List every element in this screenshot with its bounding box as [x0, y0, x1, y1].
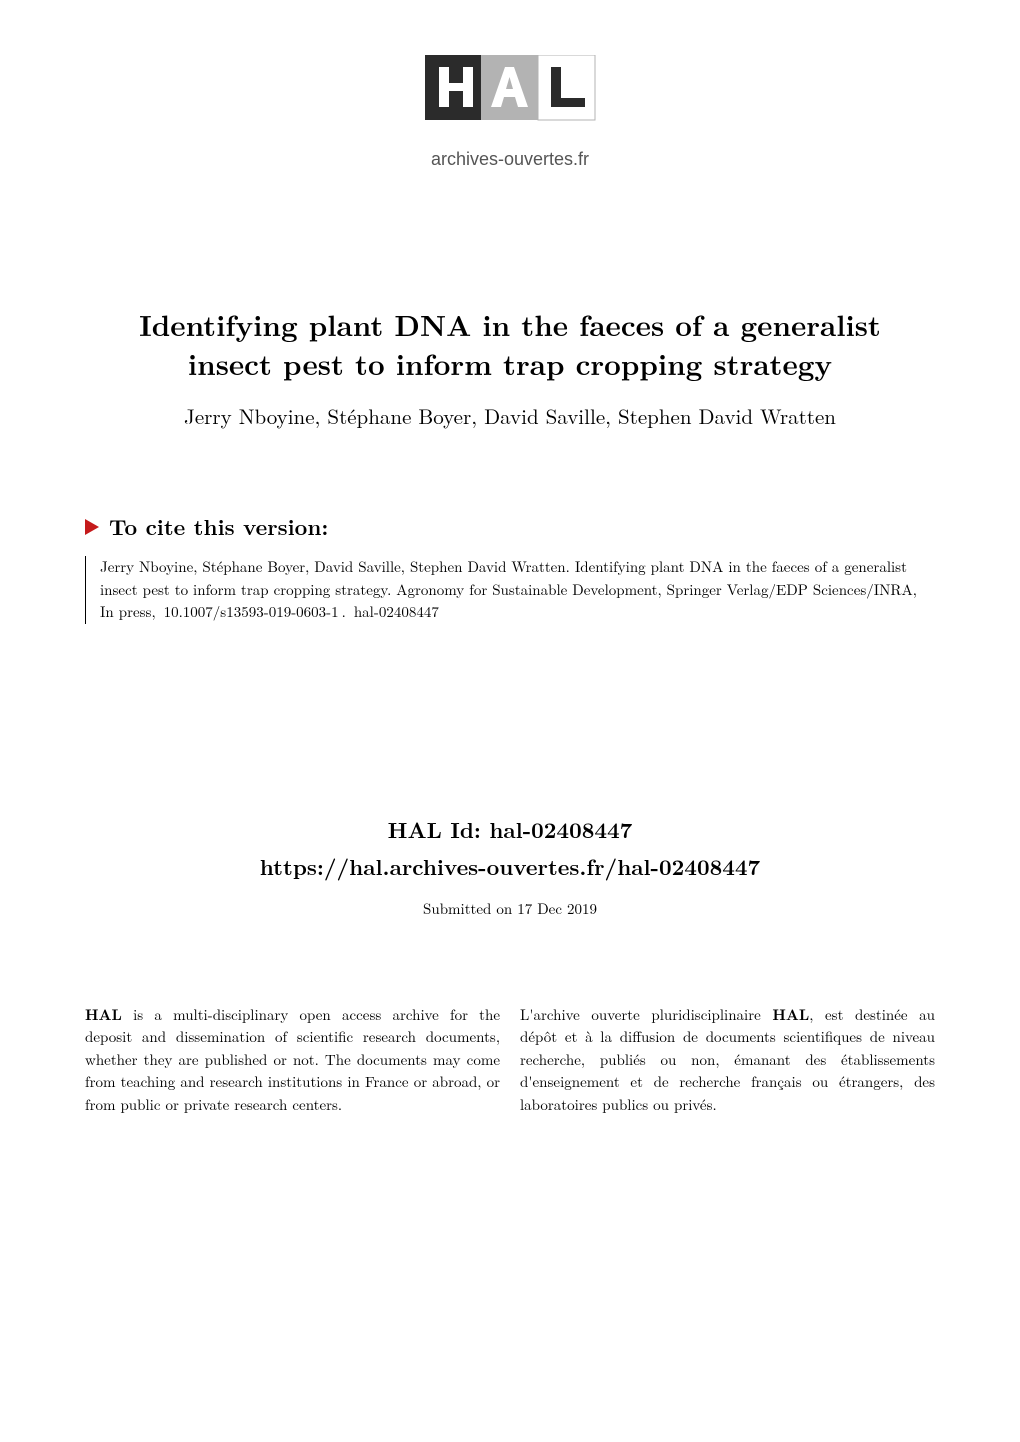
- submitted-date: Submitted on 17 Dec 2019: [0, 898, 1020, 919]
- cite-body: Jerry Nboyine, Stéphane Boyer, David Sav…: [85, 556, 935, 624]
- title-line-1: Identifying plant DNA in the faeces of a…: [139, 303, 881, 345]
- hal-logo-svg: [415, 55, 605, 140]
- cite-heading-row: To cite this version:: [85, 511, 935, 542]
- hal-logo-subtext: archives-ouvertes.fr: [415, 149, 605, 170]
- paper-title: Identifying plant DNA in the faeces of a…: [70, 305, 950, 383]
- left-col-bold: HAL: [85, 1004, 122, 1025]
- right-col-bold: HAL: [772, 1004, 809, 1025]
- cite-triangle-icon: [85, 519, 99, 535]
- title-line-2: insect pest to inform trap cropping stra…: [188, 342, 832, 384]
- hal-logo: archives-ouvertes.fr: [415, 55, 605, 170]
- cite-heading: To cite this version:: [109, 511, 328, 542]
- right-column: L'archive ouverte pluridisciplinaire HAL…: [520, 1004, 935, 1117]
- hal-id-label: HAL Id: hal-02408447: [0, 814, 1020, 845]
- title-section: Identifying plant DNA in the faeces of a…: [0, 305, 1020, 431]
- hal-url[interactable]: https://hal.archives-ouvertes.fr/hal-024…: [0, 851, 1020, 882]
- description-columns: HAL is a multi-disciplinary open access …: [0, 1004, 1020, 1117]
- left-column: HAL is a multi-disciplinary open access …: [85, 1004, 500, 1117]
- left-col-text: is a multi-disciplinary open access arch…: [85, 1004, 500, 1115]
- hal-logo-block: archives-ouvertes.fr: [0, 0, 1020, 170]
- cite-section: To cite this version: Jerry Nboyine, Sté…: [0, 511, 1020, 624]
- right-col-prefix: L'archive ouverte pluridisciplinaire: [520, 1004, 772, 1025]
- authors-line: Jerry Nboyine, Stéphane Boyer, David Sav…: [70, 401, 950, 431]
- hal-id-section: HAL Id: hal-02408447 https://hal.archive…: [0, 814, 1020, 919]
